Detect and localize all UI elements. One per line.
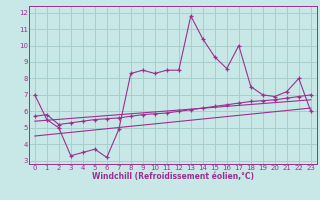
X-axis label: Windchill (Refroidissement éolien,°C): Windchill (Refroidissement éolien,°C)	[92, 172, 254, 181]
